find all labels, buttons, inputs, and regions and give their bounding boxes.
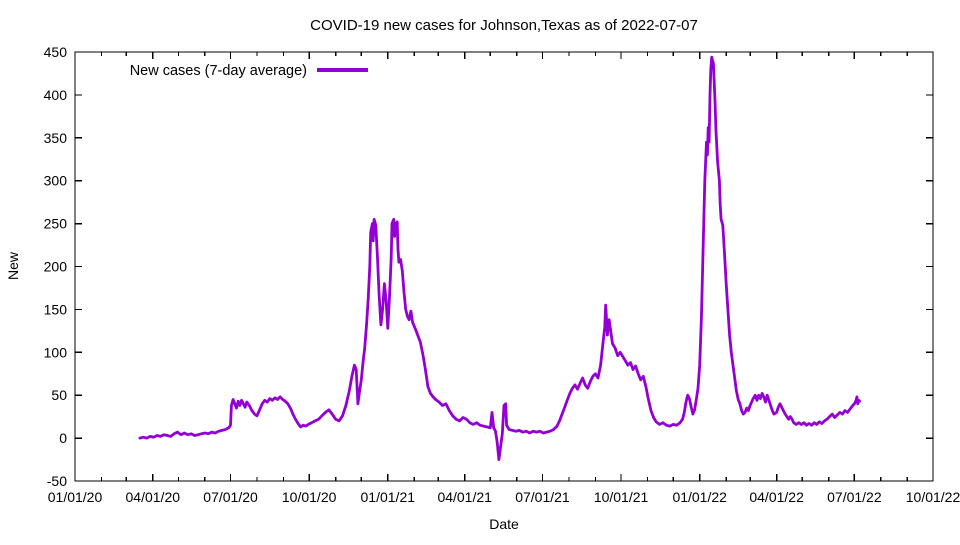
new-cases-line <box>138 55 861 462</box>
y-tick-label: 350 <box>44 130 68 146</box>
y-tick-label: 400 <box>44 87 68 103</box>
x-tick-label: 10/01/22 <box>906 489 960 505</box>
x-axis-label: Date <box>489 516 519 532</box>
x-tick-label: 01/01/21 <box>361 489 416 505</box>
x-tick-label: 04/01/21 <box>437 489 492 505</box>
y-tick-label: 300 <box>44 173 68 189</box>
x-tick-label: 04/01/22 <box>749 489 804 505</box>
chart-title: COVID-19 new cases for Johnson,Texas as … <box>310 17 698 34</box>
data-series <box>138 55 861 462</box>
y-tick-label: 250 <box>44 216 68 232</box>
x-tick-label: 01/01/22 <box>672 489 727 505</box>
y-tick-label: 50 <box>51 387 67 403</box>
legend-label: New cases (7-day average) <box>130 63 307 79</box>
y-tick-label: 450 <box>44 44 68 60</box>
y-tick-label: 0 <box>59 430 67 446</box>
y-axis-label: New <box>5 251 21 280</box>
x-tick-label: 10/01/20 <box>282 489 337 505</box>
x-tick-label: 04/01/20 <box>126 489 181 505</box>
x-tick-label: 01/01/20 <box>48 489 103 505</box>
x-tick-label: 10/01/21 <box>594 489 649 505</box>
x-tick-label: 07/01/22 <box>827 489 882 505</box>
y-tick-label: 150 <box>44 301 68 317</box>
x-tick-label: 07/01/20 <box>203 489 258 505</box>
x-tick-label: 07/01/21 <box>515 489 570 505</box>
y-tick-label: -50 <box>47 473 67 489</box>
y-tick-label: 100 <box>44 344 68 360</box>
y-tick-label: 200 <box>44 259 68 275</box>
axes: 01/01/20 04/01/20 07/01/20 10/01/20 01/01/21… <box>44 44 960 505</box>
